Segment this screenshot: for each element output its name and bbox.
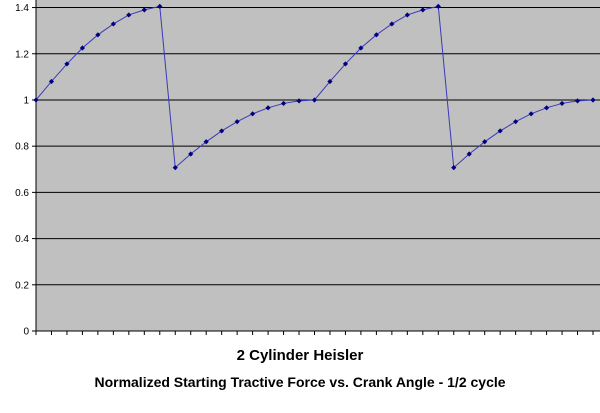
data-point — [528, 111, 534, 117]
plot-area — [36, 0, 600, 331]
y-tick-label: 1.4 — [15, 3, 29, 14]
y-tick-label: 0.2 — [15, 280, 29, 291]
data-point — [126, 12, 132, 18]
data-point — [280, 100, 287, 107]
y-tick-label: 0.6 — [15, 188, 29, 199]
data-point — [64, 61, 70, 67]
data-point — [172, 165, 178, 171]
data-point — [358, 45, 364, 51]
data-point — [141, 7, 147, 13]
y-axis-tick-labels: 0 0.2 0.4 0.6 0.8 1 1.2 1.4 — [15, 3, 36, 338]
data-point — [574, 98, 581, 104]
data-point — [466, 151, 472, 157]
data-point — [435, 3, 441, 9]
data-points — [33, 3, 596, 171]
data-point — [110, 21, 116, 27]
y-tick-label: 1.2 — [15, 49, 29, 60]
gridlines — [36, 7, 600, 286]
data-point — [48, 78, 55, 85]
data-point — [327, 78, 333, 85]
data-point — [250, 111, 256, 117]
data-point — [404, 12, 410, 18]
data-point — [203, 139, 209, 145]
line-chart: 0 0.2 0.4 0.6 0.8 1 1.2 1.4 — [15, 0, 600, 338]
y-tick-label: 0 — [23, 327, 29, 338]
data-point — [590, 97, 596, 103]
data-point — [497, 128, 503, 134]
data-point — [342, 61, 349, 67]
data-point — [296, 98, 302, 104]
chart-subtitle: Normalized Starting Tractive Force vs. C… — [94, 374, 506, 390]
data-point — [311, 97, 318, 103]
data-point — [157, 3, 163, 9]
data-point — [265, 105, 271, 111]
y-tick-label: 0.8 — [15, 142, 29, 153]
data-point — [188, 151, 194, 157]
data-point — [79, 45, 86, 51]
data-point — [559, 100, 565, 107]
chart-title: 2 Cylinder Heisler — [236, 347, 364, 364]
y-tick-label: 0.4 — [15, 234, 29, 245]
data-point — [420, 7, 426, 13]
data-point — [95, 32, 101, 38]
data-point — [389, 21, 395, 27]
data-point — [513, 119, 519, 125]
data-point — [234, 119, 240, 125]
data-point — [33, 97, 39, 103]
data-point — [451, 165, 457, 171]
x-axis-tick-marks — [35, 331, 594, 335]
data-point — [219, 128, 225, 134]
y-tick-label: 1 — [23, 95, 29, 106]
data-point — [543, 105, 550, 111]
data-point — [482, 139, 488, 145]
data-point — [373, 32, 379, 38]
